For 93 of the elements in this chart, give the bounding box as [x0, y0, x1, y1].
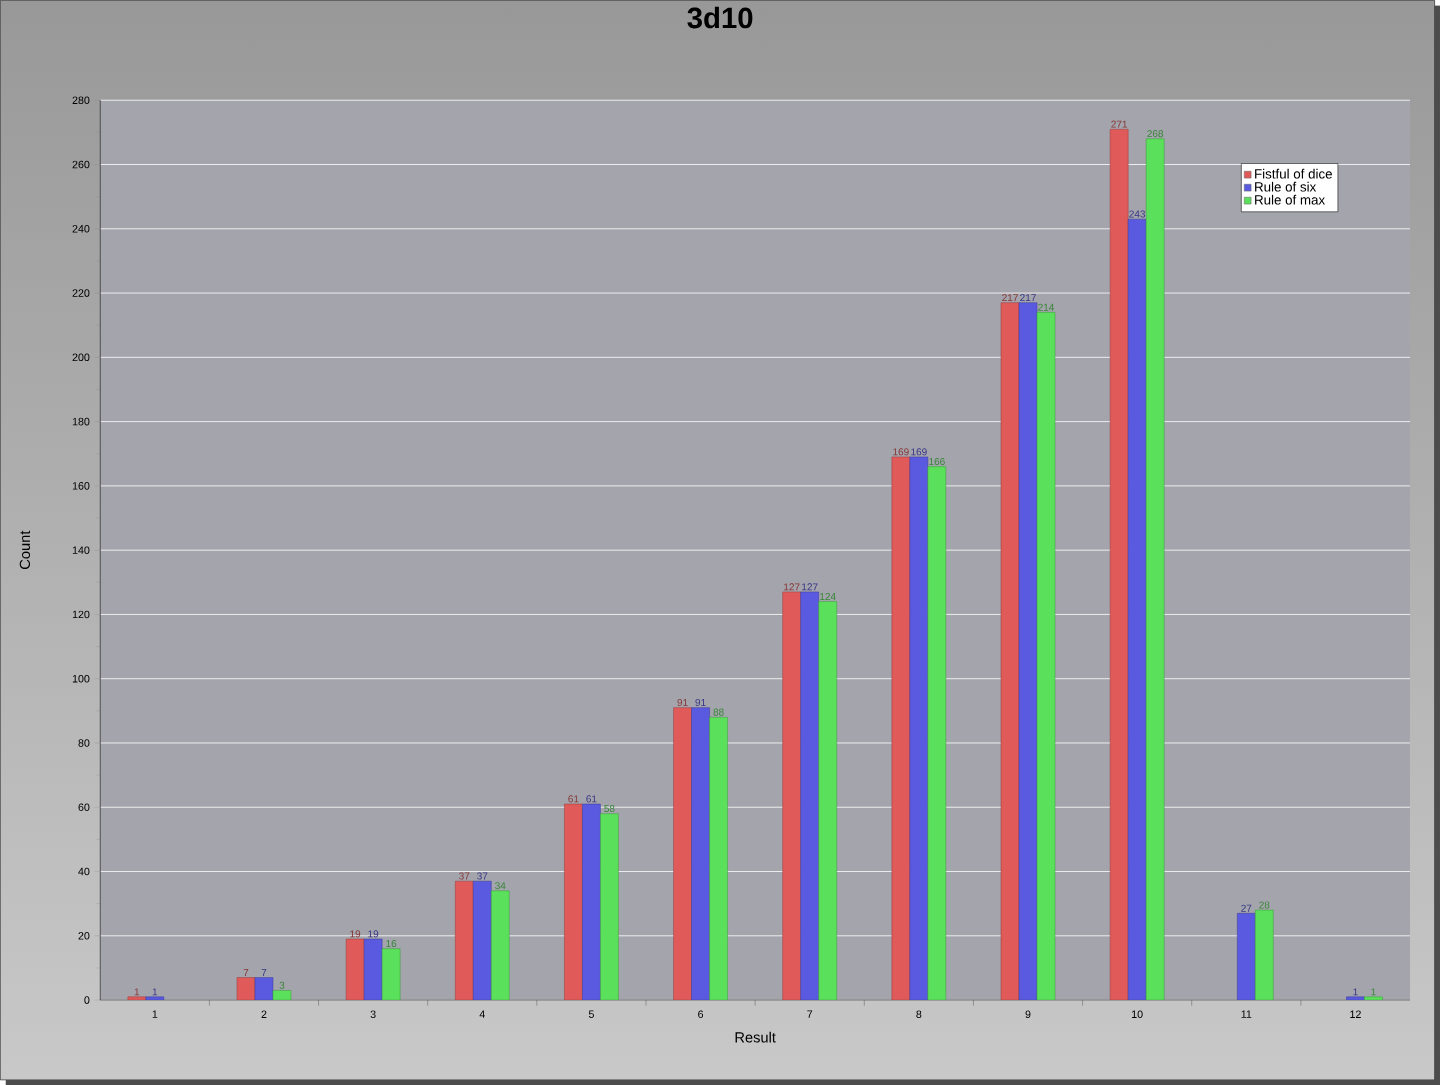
bar — [564, 803, 583, 1000]
bar — [363, 938, 383, 1000]
y-tick-label: 60 — [78, 803, 90, 811]
data-label: 91 — [695, 698, 706, 706]
bar — [673, 707, 692, 1000]
bar — [782, 591, 801, 1000]
bar — [582, 803, 601, 1000]
x-tick-label: 5 — [588, 1010, 594, 1018]
y-tick-label: 280 — [72, 96, 90, 104]
x-tick-label: 8 — [916, 1010, 922, 1018]
bar — [127, 996, 147, 1000]
x-tick-label: 1 — [152, 1010, 158, 1018]
data-label: 217 — [1002, 293, 1018, 301]
chart-title: 3d10 — [687, 6, 753, 29]
bar — [818, 601, 837, 1000]
data-label: 169 — [893, 448, 909, 456]
bar — [1346, 996, 1365, 1000]
bar — [691, 707, 710, 1000]
data-label: 1 — [1371, 988, 1376, 996]
data-label: 271 — [1111, 120, 1128, 128]
data-label: 3 — [279, 981, 285, 989]
bar — [145, 996, 165, 1000]
bar — [1255, 909, 1274, 1000]
data-label: 1 — [1353, 988, 1358, 996]
bar — [254, 977, 274, 1000]
data-label: 37 — [459, 872, 470, 880]
x-tick-label: 2 — [261, 1010, 267, 1018]
x-tick-label: 12 — [1350, 1010, 1361, 1018]
y-tick-label: 200 — [72, 353, 90, 361]
data-label: 7 — [261, 968, 267, 976]
y-tick-label: 40 — [78, 867, 90, 876]
data-label: 91 — [677, 698, 688, 706]
data-label: 34 — [495, 881, 506, 890]
y-tick-label: 100 — [72, 674, 90, 683]
bar — [491, 890, 510, 1000]
data-label: 27 — [1241, 904, 1252, 912]
data-label: 166 — [929, 457, 945, 465]
bar — [236, 977, 256, 1000]
x-tick-label: 11 — [1241, 1010, 1252, 1018]
bar — [600, 813, 619, 1000]
data-label: 61 — [586, 795, 597, 803]
data-label: 61 — [568, 795, 579, 803]
data-label: 88 — [713, 708, 724, 716]
data-label: 16 — [386, 939, 397, 947]
y-tick-label: 180 — [72, 417, 90, 426]
data-label: 7 — [243, 968, 249, 976]
y-tick-label: 0 — [84, 996, 90, 1004]
data-label: 1 — [152, 988, 158, 996]
y-tick-label: 260 — [72, 160, 90, 169]
data-label: 217 — [1020, 293, 1036, 301]
bar — [1018, 302, 1038, 1000]
bar — [709, 716, 728, 1000]
x-tick-label: 7 — [807, 1010, 813, 1018]
x-tick-label: 6 — [698, 1010, 704, 1018]
legend-label: Fistful of dice — [1255, 168, 1332, 179]
y-tick-label: 220 — [72, 289, 90, 297]
y-axis-title: Count — [19, 530, 31, 569]
y-tick-label: 160 — [72, 481, 90, 490]
data-label: 127 — [802, 583, 818, 591]
data-label: 268 — [1147, 129, 1164, 138]
bar — [1109, 128, 1129, 1000]
data-label: 19 — [350, 930, 361, 938]
x-tick-label: 4 — [479, 1010, 485, 1018]
bar — [909, 456, 929, 1000]
bar — [455, 880, 474, 1000]
data-label: 243 — [1129, 210, 1146, 218]
data-label: 19 — [368, 930, 379, 938]
data-label: 214 — [1038, 303, 1055, 311]
x-tick-label: 10 — [1132, 1010, 1143, 1018]
y-tick-label: 140 — [72, 546, 90, 554]
data-label: 28 — [1259, 901, 1270, 909]
legend-label: Rule of max — [1255, 194, 1325, 205]
legend-label: Rule of six — [1255, 181, 1317, 192]
x-tick-label: 9 — [1025, 1010, 1031, 1018]
y-tick-label: 240 — [72, 224, 90, 233]
y-tick-label: 120 — [72, 610, 90, 619]
bar — [345, 938, 365, 1000]
x-axis-title: Result — [735, 1031, 776, 1043]
x-tick-label: 3 — [370, 1010, 376, 1018]
data-label: 127 — [784, 583, 800, 591]
y-tick-label: 80 — [78, 739, 90, 747]
bar — [1000, 302, 1020, 1000]
bar — [891, 456, 911, 1000]
bar — [1127, 218, 1147, 1000]
data-label: 169 — [911, 448, 927, 456]
data-label: 58 — [604, 804, 615, 812]
y-tick-label: 20 — [78, 931, 90, 940]
bar — [800, 591, 819, 1000]
data-label: 37 — [477, 872, 488, 880]
bar — [1237, 912, 1256, 1000]
data-label: 124 — [820, 592, 836, 600]
data-label: 1 — [134, 988, 140, 996]
bar — [473, 880, 492, 1000]
